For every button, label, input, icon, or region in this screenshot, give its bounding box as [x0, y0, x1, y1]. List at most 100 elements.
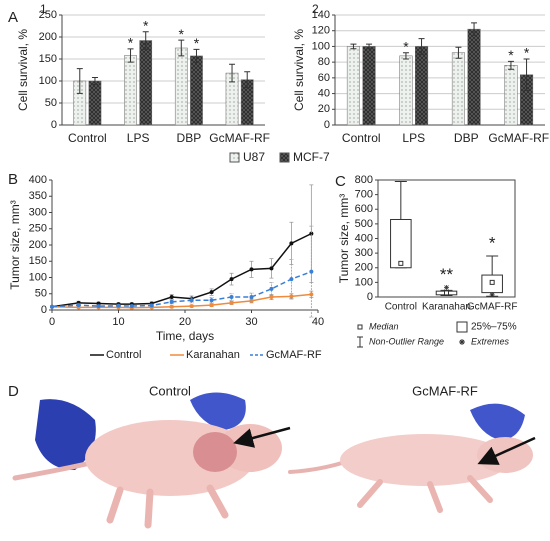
bar	[467, 28, 481, 126]
point	[229, 277, 234, 282]
significance: *	[508, 47, 514, 63]
legend-icon	[357, 336, 363, 348]
bar	[190, 55, 203, 126]
median	[444, 290, 449, 296]
bar	[504, 65, 518, 126]
series-line	[51, 293, 312, 309]
y-axis-label: Tumor size, mm³	[8, 200, 22, 290]
legend-label: GcMAF-RF	[266, 349, 322, 361]
y-tick-label: 100	[39, 75, 57, 87]
legend-label: 25%–75%	[471, 322, 517, 333]
y-axis-label: Cell survival, %	[16, 29, 30, 111]
y-tick-label: 200	[39, 31, 57, 43]
extreme	[489, 292, 495, 298]
point	[249, 267, 254, 272]
significance: *	[194, 35, 200, 51]
legend-label: Extremes	[471, 336, 510, 346]
point	[249, 295, 254, 299]
bar	[399, 55, 413, 126]
point	[169, 304, 174, 309]
panel-sublabel: 1	[40, 2, 47, 16]
x-tick-label: LPS	[127, 131, 150, 145]
x-tick-label: GcMAF-RF	[488, 131, 549, 145]
point	[269, 286, 274, 291]
error-bar	[366, 43, 373, 50]
y-tick-label: 700	[355, 189, 373, 201]
y-tick-label: 60	[318, 72, 330, 84]
error-bar	[418, 38, 425, 55]
error-bar	[76, 68, 83, 94]
x-tick-label: Control	[68, 131, 107, 145]
y-tick-label: 100	[312, 40, 330, 52]
x-tick-label: LPS	[402, 131, 425, 145]
error-bar	[178, 39, 185, 57]
significance: *	[143, 17, 149, 33]
y-tick-label: 150	[29, 255, 47, 267]
y-tick-label: 0	[41, 304, 47, 316]
point	[209, 298, 214, 303]
x-tick-label: DBP	[454, 131, 479, 145]
y-tick-label: 800	[355, 174, 373, 186]
mouse-legs	[106, 484, 229, 529]
point	[189, 298, 194, 303]
arrow	[233, 426, 291, 448]
photo-panel: D Control GcMAF-RF	[8, 383, 536, 529]
x-tick-label: 40	[312, 316, 324, 328]
bar	[415, 46, 429, 126]
point	[209, 303, 214, 308]
point	[289, 277, 294, 282]
legend-label: Karanahan	[186, 349, 240, 361]
panel-label: D	[8, 383, 19, 400]
panel-label: C	[335, 173, 346, 190]
error-bar	[244, 71, 251, 89]
y-tick-label: 0	[367, 291, 373, 303]
y-tick-label: 120	[312, 25, 330, 37]
significance: *	[128, 35, 134, 51]
significance: *	[489, 234, 496, 253]
point	[129, 304, 134, 309]
median	[398, 260, 404, 266]
y-tick-label: 200	[29, 239, 47, 251]
point	[169, 295, 174, 299]
point	[269, 266, 274, 271]
legend-label: MCF-7	[293, 150, 330, 164]
mouse-tail	[288, 460, 347, 474]
legend-label: Control	[106, 349, 141, 361]
error-bar	[229, 63, 236, 83]
y-tick-label: 300	[355, 247, 373, 259]
y-tick-label: 50	[45, 97, 57, 109]
point	[229, 300, 234, 305]
y-tick-label: 150	[39, 53, 57, 65]
x-tick-label: GcMAF-RF	[209, 131, 270, 145]
glove	[470, 403, 525, 440]
y-tick-label: 20	[318, 103, 330, 115]
x-tick-label: DBP	[177, 131, 202, 145]
y-tick-label: 100	[355, 276, 373, 288]
error-bar	[471, 22, 478, 36]
point	[116, 303, 121, 308]
legend-label: Median	[369, 321, 399, 331]
y-axis-label: Tumor size, mm³	[337, 194, 351, 284]
error-bar	[455, 46, 462, 59]
y-tick-label: 500	[355, 218, 373, 230]
y-tick-label: 100	[29, 271, 47, 283]
legend-icon	[357, 324, 363, 330]
bar	[139, 40, 153, 126]
y-tick-label: 400	[355, 232, 373, 244]
glove	[35, 399, 96, 470]
point	[169, 299, 174, 304]
mouse-body	[340, 434, 510, 486]
error-bar	[350, 43, 357, 50]
extreme	[444, 284, 449, 290]
point	[209, 290, 214, 295]
y-tick-label: 40	[318, 87, 330, 99]
panel-label: A	[8, 9, 18, 26]
legend-swatch	[229, 152, 240, 163]
y-tick-label: 250	[39, 9, 57, 21]
tumor	[193, 432, 237, 472]
x-tick-label: 10	[112, 316, 124, 328]
y-axis-label: Cell survival, %	[292, 29, 306, 111]
y-tick-label: 300	[29, 206, 47, 218]
point	[289, 294, 294, 299]
